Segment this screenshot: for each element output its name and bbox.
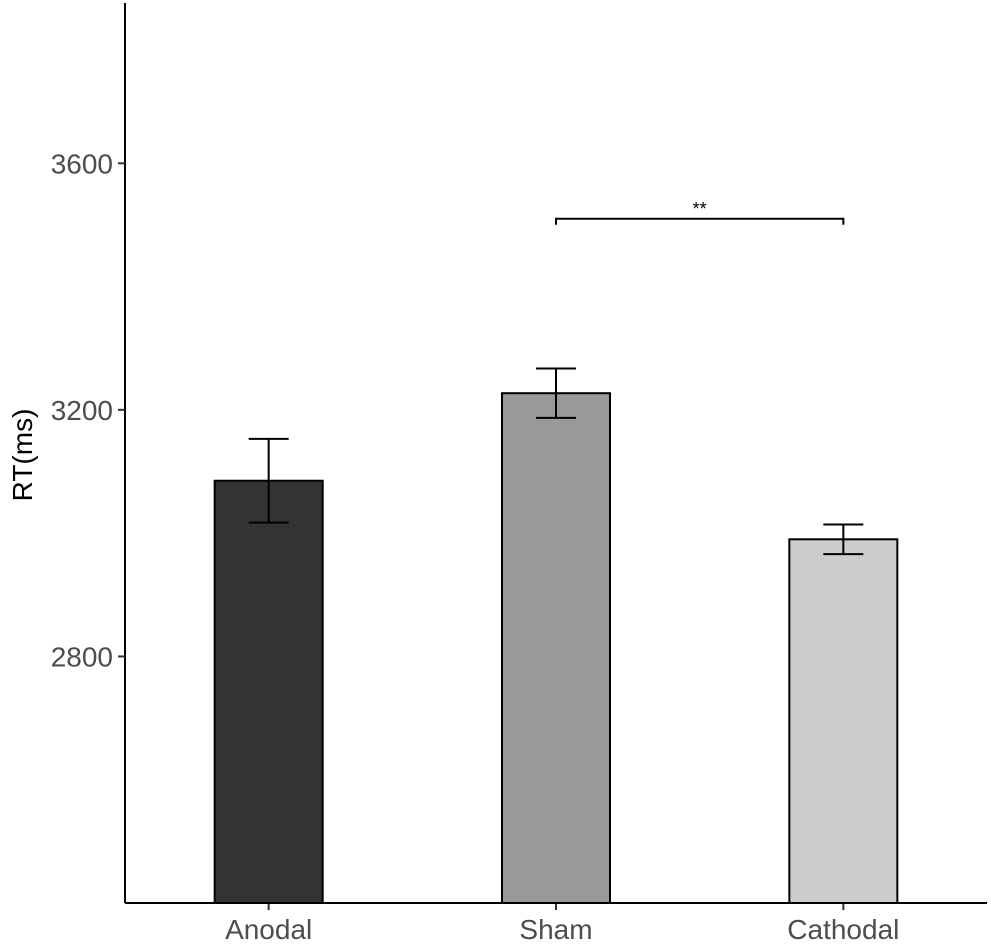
error-bar-cathodal — [823, 523, 864, 556]
labels-layer: RT(ms) — [7, 409, 38, 502]
y-tick-label-2800: 2800 — [51, 641, 113, 672]
bar-cathodal — [788, 538, 899, 905]
y-tick-label-3200: 3200 — [51, 395, 113, 426]
error-bar-anodal — [248, 437, 289, 524]
y-tick-label-3600: 3600 — [51, 148, 113, 179]
significance-layer: ** — [555, 199, 845, 225]
x-tick-label-sham: Sham — [519, 914, 592, 945]
significance-label: ** — [693, 199, 707, 219]
error-bars-layer — [248, 367, 864, 556]
significance-bracket-line — [555, 217, 845, 225]
bars-layer — [213, 392, 899, 905]
significance-bracket: ** — [555, 199, 845, 225]
axes-layer: Anodal Sham Cathodal 2800 3200 3600 — [51, 3, 987, 945]
bar-anodal — [213, 479, 324, 904]
y-axis-title: RT(ms) — [7, 409, 38, 502]
x-tick-label-cathodal: Cathodal — [787, 914, 899, 945]
bar-sham — [501, 392, 611, 904]
x-tick-label-anodal: Anodal — [225, 914, 312, 945]
error-bar-sham — [536, 367, 576, 419]
